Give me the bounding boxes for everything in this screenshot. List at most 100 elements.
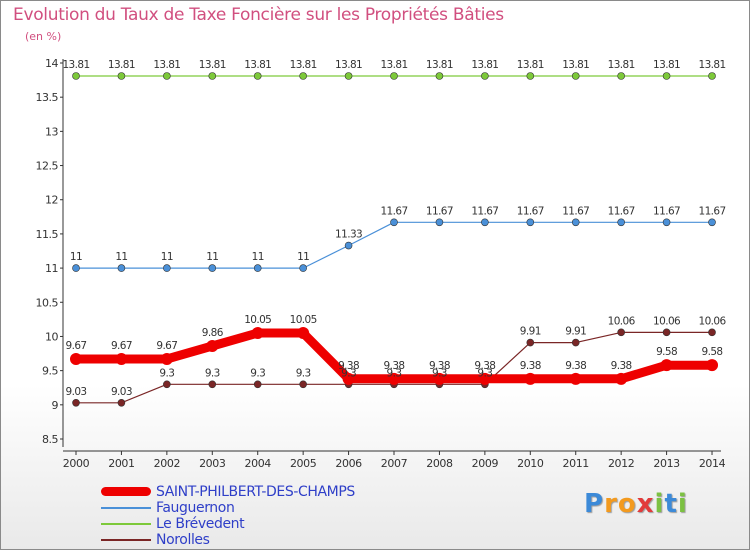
data-point-saint-philbert-des-champs [660, 359, 673, 372]
data-label-le-brevedent: 13.81 [471, 59, 498, 71]
data-point-fauguernon [253, 264, 262, 272]
data-label-saint-philbert-des-champs: 9.38 [565, 360, 586, 372]
logo-letter: i [654, 489, 665, 519]
data-label-saint-philbert-des-champs: 10.05 [244, 314, 271, 326]
data-point-le-brevedent [117, 72, 126, 80]
data-point-le-brevedent [299, 72, 307, 80]
data-point-le-brevedent [571, 72, 580, 80]
data-label-saint-philbert-des-champs: 9.58 [656, 346, 677, 358]
data-label-fauguernon: 11.67 [517, 205, 544, 217]
data-label-le-brevedent: 13.81 [562, 59, 589, 71]
data-label-norolles: 9.3 [296, 367, 311, 379]
data-label-fauguernon: 11 [161, 251, 173, 263]
data-point-norolles [526, 338, 535, 347]
data-point-norolles [253, 380, 262, 389]
data-point-le-brevedent [253, 72, 262, 80]
data-label-fauguernon: 11.67 [608, 205, 635, 217]
data-label-saint-philbert-des-champs: 9.38 [429, 360, 450, 372]
data-label-norolles: 9.3 [250, 367, 265, 379]
x-tick-label: 2001 [108, 457, 134, 470]
data-point-norolles [72, 398, 80, 407]
x-tick-label: 2011 [563, 457, 589, 470]
x-tick-label: 2014 [699, 457, 726, 470]
data-point-saint-philbert-des-champs [569, 372, 582, 385]
data-point-saint-philbert-des-champs [70, 353, 82, 366]
proxiti-logo: Proxiti [584, 489, 688, 519]
y-tick-label: 11 [45, 262, 58, 275]
y-tick-label: 13.5 [36, 91, 59, 104]
data-label-le-brevedent: 13.81 [698, 59, 725, 71]
data-point-fauguernon [571, 218, 580, 227]
x-tick-label: 2007 [381, 457, 408, 470]
data-label-fauguernon: 11.67 [380, 205, 407, 217]
data-point-saint-philbert-des-champs [478, 372, 491, 385]
data-point-saint-philbert-des-champs [524, 372, 537, 385]
data-point-fauguernon [299, 264, 307, 272]
data-label-fauguernon: 11 [70, 251, 82, 263]
legend-item-norolles: Norolles [101, 532, 431, 548]
x-tick-label: 2004 [245, 457, 272, 470]
data-point-fauguernon [163, 264, 171, 272]
data-label-fauguernon: 11 [252, 251, 264, 263]
data-label-norolles: 9.03 [111, 386, 132, 398]
y-tick-label: 13 [45, 125, 58, 138]
data-label-le-brevedent: 13.81 [62, 59, 89, 71]
legend-item-saint-philbert: SAINT-PHILBERT-DES-CHAMPS [101, 484, 431, 500]
data-point-norolles [571, 338, 580, 347]
data-point-norolles [299, 380, 307, 389]
data-point-le-brevedent [617, 72, 625, 80]
data-point-norolles [617, 328, 625, 337]
legend: SAINT-PHILBERT-DES-CHAMPS Fauguernon Le … [101, 484, 431, 548]
legend-swatch-fauguernon [101, 507, 151, 509]
data-label-saint-philbert-des-champs: 9.67 [111, 340, 132, 352]
x-tick-label: 2013 [653, 457, 680, 470]
data-point-le-brevedent [163, 72, 171, 80]
data-point-saint-philbert-des-champs [615, 372, 628, 385]
y-tick-label: 10.5 [36, 296, 59, 309]
data-point-fauguernon [526, 218, 535, 227]
y-tick-label: 14 [45, 57, 58, 70]
data-point-le-brevedent [208, 72, 217, 80]
data-point-fauguernon [72, 264, 80, 272]
data-point-fauguernon [344, 241, 353, 250]
data-label-fauguernon: 11.67 [653, 205, 680, 217]
legend-label: Norolles [156, 532, 210, 548]
data-label-fauguernon: 11 [297, 251, 309, 263]
data-label-fauguernon: 11.67 [471, 205, 498, 217]
y-tick-label: 12.5 [36, 160, 59, 173]
data-label-norolles: 9.3 [159, 367, 174, 379]
data-point-le-brevedent [708, 72, 716, 80]
data-label-saint-philbert-des-champs: 9.38 [474, 360, 495, 372]
data-label-fauguernon: 11.67 [562, 205, 589, 217]
data-label-le-brevedent: 13.81 [290, 59, 317, 71]
data-label-norolles: 10.06 [698, 315, 726, 327]
data-label-norolles: 9.91 [520, 326, 541, 338]
data-label-le-brevedent: 13.81 [517, 59, 544, 71]
x-tick-label: 2002 [154, 457, 180, 470]
y-tick-label: 10 [45, 330, 58, 343]
data-label-norolles: 9.91 [565, 326, 586, 338]
data-point-saint-philbert-des-champs [297, 327, 310, 340]
x-tick-label: 2005 [290, 457, 317, 470]
logo-letter: t [664, 489, 678, 519]
y-tick-label: 9.5 [42, 365, 58, 378]
data-point-le-brevedent [435, 72, 444, 80]
x-tick-label: 2003 [199, 457, 226, 470]
data-point-fauguernon [435, 218, 444, 227]
data-point-norolles [117, 398, 126, 407]
x-tick-label: 2000 [63, 457, 90, 470]
data-label-norolles: 9.3 [477, 367, 492, 379]
data-point-saint-philbert-des-champs [115, 353, 128, 366]
logo-letter: x [636, 489, 655, 519]
data-point-fauguernon [662, 218, 671, 227]
data-label-norolles: 9.3 [341, 367, 356, 379]
data-point-norolles [662, 328, 671, 337]
data-point-norolles [708, 328, 716, 337]
data-label-le-brevedent: 13.81 [380, 59, 407, 71]
x-tick-label: 2006 [335, 457, 362, 470]
data-label-le-brevedent: 13.81 [335, 59, 362, 71]
y-tick-label: 12 [45, 194, 58, 207]
data-point-saint-philbert-des-champs [706, 359, 719, 372]
